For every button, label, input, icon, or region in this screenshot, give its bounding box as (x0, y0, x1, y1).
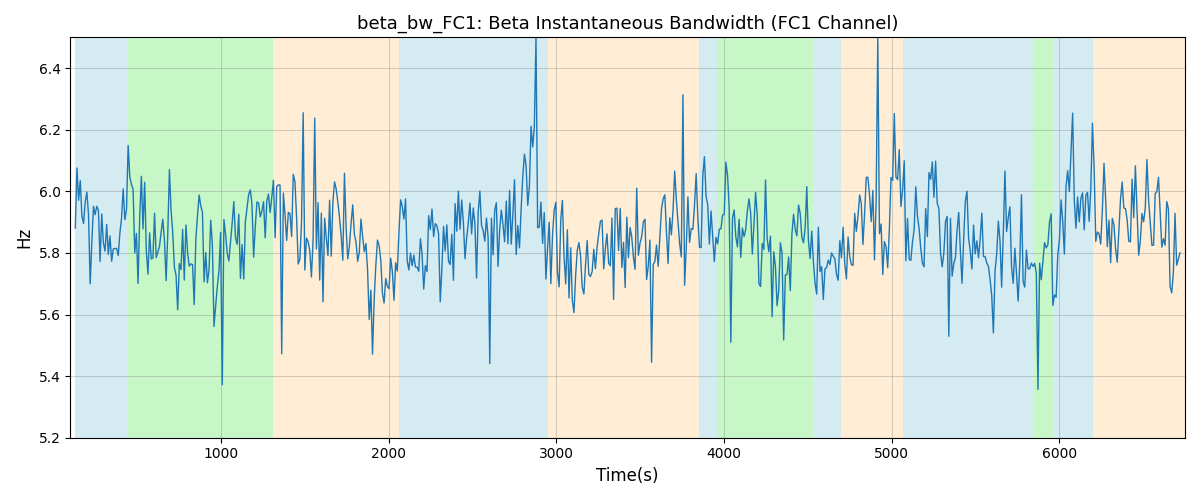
Bar (398, 38, 548, 438)
Title: beta_bw_FC1: Beta Instantaneous Bandwidth (FC1 Channel): beta_bw_FC1: Beta Instantaneous Bandwidt… (356, 15, 899, 34)
Bar (548, 38, 698, 438)
Bar (812, 38, 841, 438)
Bar (127, 38, 274, 438)
Bar (1034, 38, 1052, 438)
Bar (841, 38, 904, 438)
Bar (76, 38, 127, 438)
Y-axis label: Hz: Hz (16, 227, 34, 248)
Bar (904, 38, 1034, 438)
Bar (718, 38, 812, 438)
Bar (1052, 38, 1093, 438)
Bar (274, 38, 398, 438)
Bar (698, 38, 718, 438)
Bar (1093, 38, 1184, 438)
X-axis label: Time(s): Time(s) (596, 467, 659, 485)
